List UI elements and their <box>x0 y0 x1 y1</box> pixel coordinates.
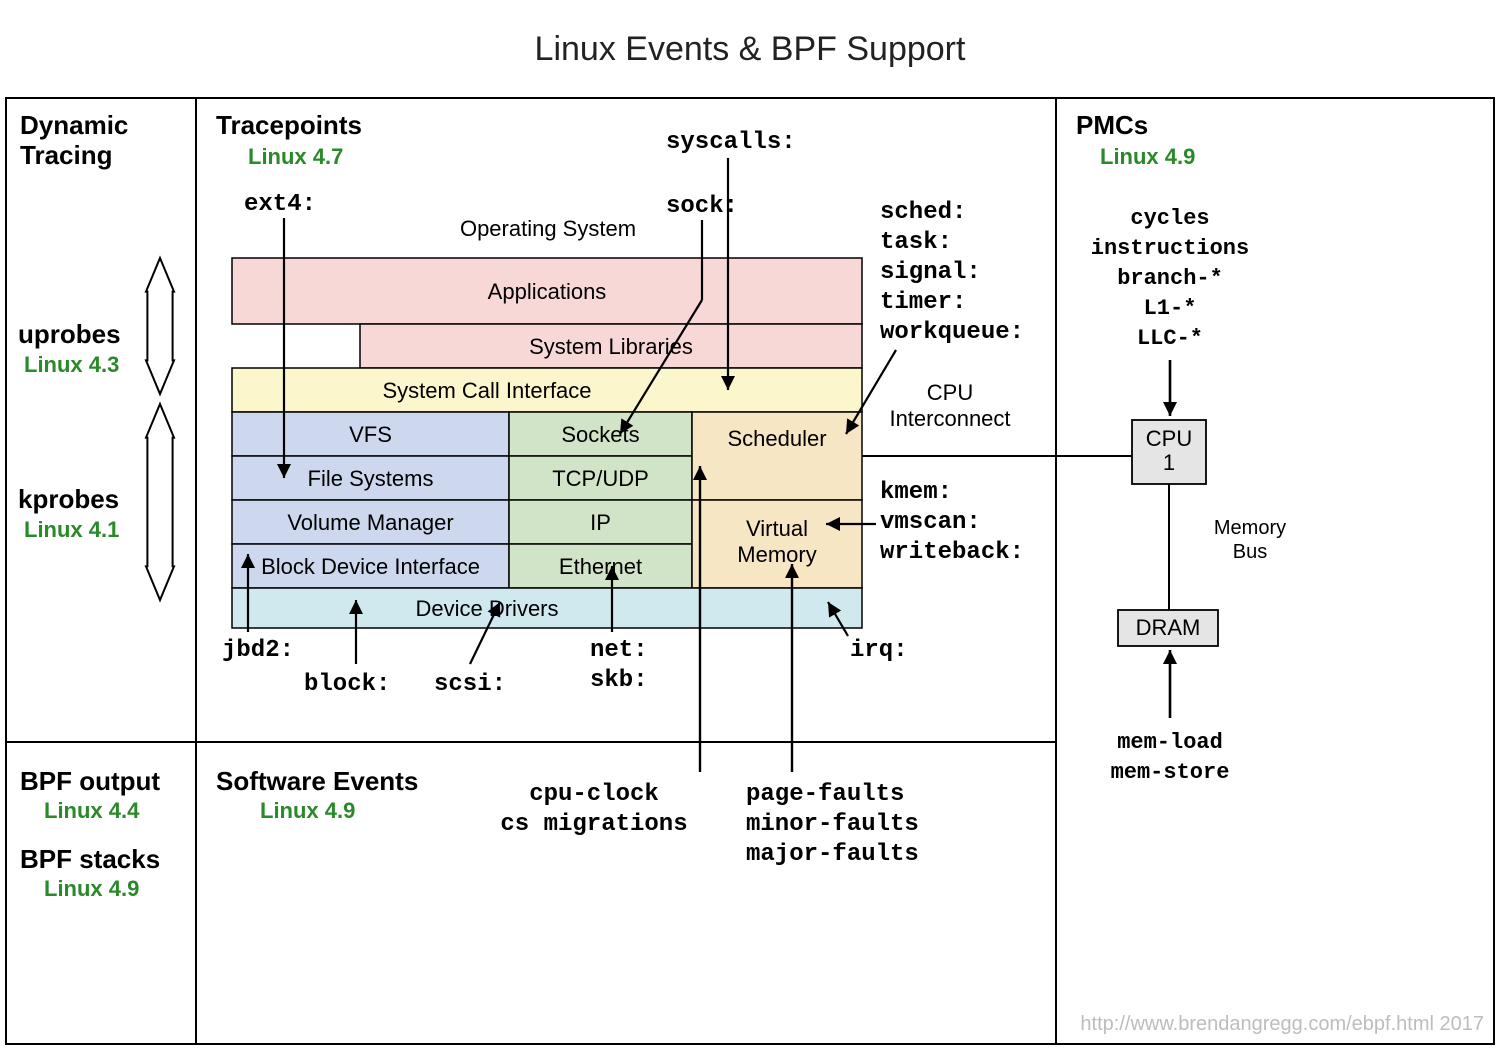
svg-text:mem-store: mem-store <box>1111 760 1230 785</box>
tp-block: block: <box>304 671 390 698</box>
svg-text:branch-*: branch-* <box>1117 266 1223 291</box>
svg-text:workqueue:: workqueue: <box>880 319 1024 346</box>
svg-text:instructions: instructions <box>1091 236 1249 261</box>
kprobes-label: kprobes <box>18 484 119 514</box>
tp-net: net: <box>590 637 648 664</box>
svg-text:Block Device Interface: Block Device Interface <box>261 554 480 579</box>
svg-text:Virtual: Virtual <box>746 516 808 541</box>
svg-text:major-faults: major-faults <box>746 841 919 868</box>
uprobes-label: uprobes <box>18 319 121 349</box>
svg-text:Volume Manager: Volume Manager <box>287 510 453 535</box>
svg-text:timer:: timer: <box>880 289 966 316</box>
svg-text:Linux 4.7: Linux 4.7 <box>248 144 343 169</box>
svg-text:LLC-*: LLC-* <box>1137 326 1203 351</box>
svg-text:Linux 4.1: Linux 4.1 <box>24 517 119 542</box>
svg-text:CPU: CPU <box>1146 426 1192 451</box>
svg-text:vmscan:: vmscan: <box>880 509 981 536</box>
svg-text:mem-load: mem-load <box>1117 730 1223 755</box>
svg-text:Linux 4.9: Linux 4.9 <box>44 876 139 901</box>
memory-bus: Memory <box>1214 517 1286 539</box>
svg-text:Linux 4.4: Linux 4.4 <box>44 798 140 823</box>
svg-text:cs migrations: cs migrations <box>500 811 687 838</box>
tp-irq: irq: <box>850 637 908 664</box>
svg-text:Memory: Memory <box>737 542 816 567</box>
svg-text:Device Drivers: Device Drivers <box>415 596 558 621</box>
tp-ext4: ext4: <box>244 191 316 218</box>
svg-text:Linux 4.9: Linux 4.9 <box>1100 144 1195 169</box>
svg-text:Linux 4.9: Linux 4.9 <box>260 798 355 823</box>
svg-text:writeback:: writeback: <box>880 539 1024 566</box>
bpf-output-label: BPF output <box>20 766 160 796</box>
svg-text:TCP/UDP: TCP/UDP <box>552 466 649 491</box>
attribution: http://www.brendangregg.com/ebpf.html 20… <box>1080 1013 1484 1035</box>
tp-jbd2: jbd2: <box>222 637 294 664</box>
tp-syscalls: syscalls: <box>666 129 796 156</box>
svg-text:L1-*: L1-* <box>1144 296 1197 321</box>
tp-sock: sock: <box>666 193 738 220</box>
tp-scsi: scsi: <box>434 671 506 698</box>
pmcs-label: PMCs <box>1076 110 1148 140</box>
svg-text:Ethernet: Ethernet <box>559 554 642 579</box>
svg-text:File Systems: File Systems <box>308 466 434 491</box>
cpu-interconnect: CPU <box>927 380 973 405</box>
dynamic-tracing-label: Dynamic <box>20 110 128 140</box>
svg-text:sched:: sched: <box>880 199 966 226</box>
svg-text:kmem:: kmem: <box>880 479 952 506</box>
svg-text:Linux 4.3: Linux 4.3 <box>24 352 119 377</box>
software-events-label: Software Events <box>216 766 418 796</box>
os-label: Operating System <box>460 216 636 241</box>
sw-cpu-clock: cpu-clock <box>529 781 659 808</box>
svg-text:task:: task: <box>880 229 952 256</box>
svg-text:1: 1 <box>1163 450 1175 475</box>
svg-text:VFS: VFS <box>349 422 392 447</box>
svg-text:System Call Interface: System Call Interface <box>382 378 591 403</box>
tracepoints-label: Tracepoints <box>216 110 362 140</box>
sw-page-faults: page-faults <box>746 781 904 808</box>
svg-text:Bus: Bus <box>1233 541 1267 563</box>
svg-text:DRAM: DRAM <box>1136 615 1201 640</box>
svg-text:IP: IP <box>590 510 611 535</box>
svg-text:signal:: signal: <box>880 259 981 286</box>
svg-text:Applications: Applications <box>488 279 607 304</box>
svg-text:Tracing: Tracing <box>20 140 112 170</box>
bpf-stacks-label: BPF stacks <box>20 844 160 874</box>
tp-skb: skb: <box>590 667 648 694</box>
page-title: Linux Events & BPF Support <box>535 30 966 68</box>
svg-text:cycles: cycles <box>1130 206 1209 231</box>
svg-text:minor-faults: minor-faults <box>746 811 919 838</box>
svg-text:Scheduler: Scheduler <box>727 426 826 451</box>
svg-text:Interconnect: Interconnect <box>889 406 1010 431</box>
